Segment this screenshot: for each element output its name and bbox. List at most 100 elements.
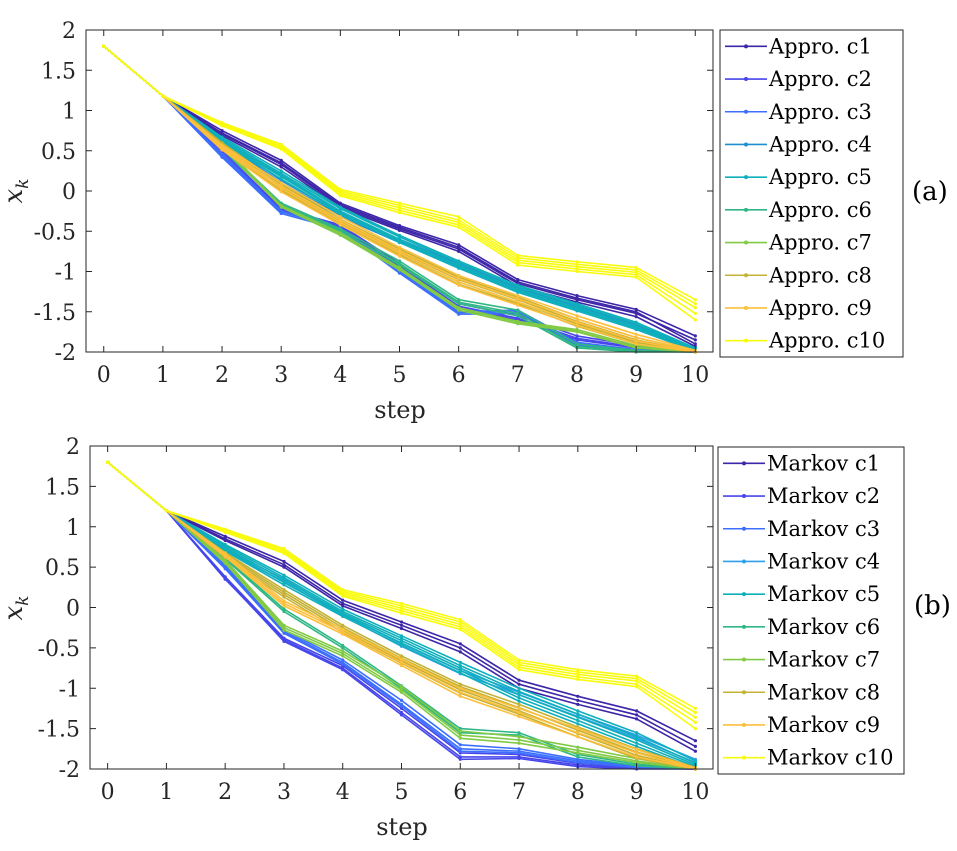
x-tick-label: 8 <box>571 780 585 805</box>
data-point <box>576 715 580 719</box>
data-point <box>458 671 462 675</box>
legend-item: Markov c10 <box>723 746 893 770</box>
legend-item: Appro. c10 <box>725 329 885 353</box>
legend-item: Appro. c8 <box>725 263 872 287</box>
data-point <box>458 736 462 740</box>
data-point <box>338 220 342 224</box>
y-tick-label: -1 <box>59 677 80 702</box>
data-point <box>341 649 345 653</box>
data-point <box>576 718 580 723</box>
x-tick-label: 8 <box>570 363 584 388</box>
data-point <box>635 755 639 759</box>
data-point <box>397 206 402 210</box>
data-point <box>457 298 461 302</box>
data-point <box>576 709 580 713</box>
data-point <box>516 316 520 320</box>
data-point <box>399 688 404 692</box>
y-tick-label: -1 <box>55 261 76 286</box>
legend-item: Markov c8 <box>723 680 880 704</box>
y-axis-label: xk <box>0 596 33 621</box>
data-point <box>338 232 342 236</box>
data-point <box>279 190 283 194</box>
data-point <box>576 672 580 677</box>
data-point <box>282 628 286 632</box>
data-point <box>341 601 345 606</box>
legend-label: Markov c1 <box>767 451 880 475</box>
data-point <box>635 748 639 752</box>
y-tick-label: 0.5 <box>45 556 80 581</box>
data-point <box>516 253 520 257</box>
data-point <box>457 261 461 265</box>
data-point <box>517 714 521 719</box>
data-point <box>516 256 520 260</box>
data-point <box>279 169 283 173</box>
x-tick-label: 3 <box>277 780 291 805</box>
data-point <box>397 263 402 267</box>
data-point <box>397 240 402 245</box>
data-point <box>223 530 227 535</box>
data-point <box>517 693 521 697</box>
legend-swatch-marker <box>742 592 746 597</box>
data-point <box>575 342 579 346</box>
legend-label: Appro. c10 <box>768 329 885 353</box>
x-tick-label: 6 <box>452 363 466 388</box>
data-point <box>341 668 345 672</box>
data-point <box>635 674 639 678</box>
data-point <box>693 706 698 711</box>
data-point <box>220 131 224 135</box>
x-tick-label: 7 <box>511 363 525 388</box>
data-point <box>693 302 697 306</box>
data-point <box>282 578 286 582</box>
series-markov-c1 <box>106 460 698 753</box>
legend-swatch-marker <box>744 142 748 147</box>
legend-box <box>719 29 904 358</box>
data-point <box>517 658 521 662</box>
data-point <box>338 218 342 222</box>
y-tick-label: 2 <box>66 435 80 460</box>
data-point <box>220 124 224 128</box>
data-point <box>458 650 462 654</box>
legend-label: Markov c3 <box>767 517 880 541</box>
data-point <box>517 747 521 751</box>
legend-swatch-marker <box>742 722 746 727</box>
panel-tag: (a) <box>912 177 948 207</box>
data-point <box>279 147 283 151</box>
data-point <box>517 665 521 669</box>
legend: Appro. c1 Appro. c2 Appro. c3 Appro. c4 Appr… <box>719 29 904 358</box>
data-point <box>399 601 404 606</box>
data-point <box>279 161 283 165</box>
data-point <box>575 294 579 298</box>
legend-swatch-marker <box>742 526 746 531</box>
data-point <box>635 713 639 717</box>
series-markov-c3 <box>106 460 698 771</box>
legend-label: Markov c7 <box>767 648 880 672</box>
data-point <box>223 576 227 581</box>
data-point <box>516 294 520 298</box>
data-point <box>223 558 227 562</box>
data-point <box>161 94 165 98</box>
legend-label: Appro. c6 <box>768 198 872 222</box>
data-point <box>338 215 342 219</box>
data-point <box>282 609 286 614</box>
legend-label: Appro. c9 <box>768 296 872 320</box>
x-tick-label: 5 <box>393 363 407 388</box>
data-point <box>458 682 462 686</box>
data-point <box>399 623 404 627</box>
series-markov-c10 <box>106 460 698 731</box>
data-point <box>399 641 404 645</box>
data-point <box>635 741 639 745</box>
data-point <box>693 298 697 302</box>
data-point <box>457 277 461 281</box>
data-point <box>634 268 638 272</box>
data-point <box>635 677 639 681</box>
data-point <box>576 675 580 679</box>
data-point <box>575 262 579 266</box>
data-point <box>575 336 579 340</box>
data-point <box>458 627 462 631</box>
data-point <box>282 563 286 567</box>
x-tick-label: 9 <box>629 363 643 388</box>
data-point <box>517 738 521 742</box>
data-point <box>516 261 520 265</box>
data-point <box>516 290 520 294</box>
